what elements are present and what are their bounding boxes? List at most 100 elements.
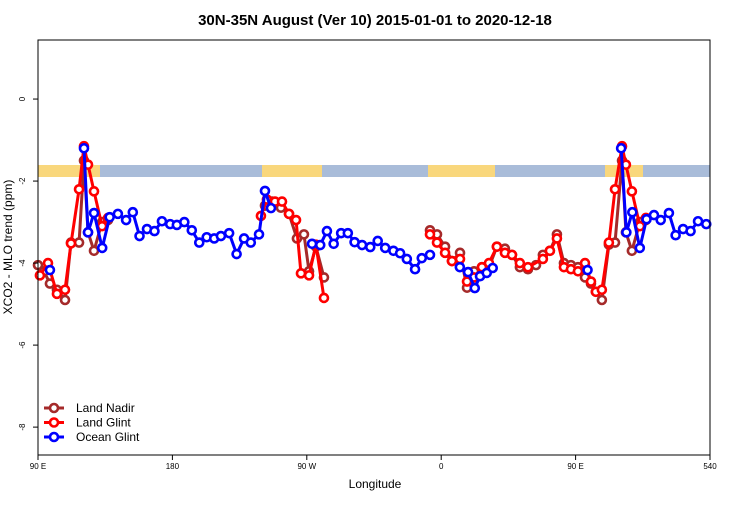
data-point — [627, 206, 638, 218]
data-point — [259, 185, 271, 197]
data-point — [73, 183, 85, 195]
land-ocean-band — [38, 165, 710, 177]
data-point — [372, 235, 384, 247]
land-band — [262, 165, 322, 177]
data-point — [615, 142, 627, 154]
y-axis-label: XCO2 - MLO trend (ppm) — [1, 180, 15, 315]
x-tick-label: 90 E — [567, 462, 583, 471]
data-point — [265, 202, 277, 214]
x-tick-label: 90 E — [30, 462, 46, 471]
data-point — [454, 261, 466, 273]
data-point — [88, 207, 100, 219]
data-point — [231, 248, 242, 260]
chart-title: 30N-35N August (Ver 10) 2015-01-01 to 20… — [198, 12, 552, 29]
data-point — [670, 229, 681, 241]
data-point — [223, 227, 235, 239]
data-point — [603, 237, 615, 248]
data-point — [88, 245, 100, 257]
data-point — [394, 247, 406, 259]
data-point — [621, 227, 632, 238]
data-point — [149, 225, 160, 237]
data-point — [51, 288, 63, 300]
ocean-band — [38, 165, 710, 177]
legend-marker — [48, 417, 60, 428]
plot-area — [32, 140, 712, 306]
legend-marker — [48, 431, 60, 443]
data-point — [626, 186, 638, 197]
data-point — [298, 229, 310, 240]
data-point — [439, 247, 451, 259]
data-point — [134, 230, 145, 242]
data-point — [276, 196, 288, 207]
data-point — [321, 225, 333, 237]
data-point — [454, 253, 466, 265]
land-band — [428, 165, 495, 177]
data-point — [82, 227, 94, 238]
data-point — [65, 238, 77, 249]
data-point — [342, 227, 354, 239]
y-tick-label: 0 — [18, 96, 27, 101]
data-point — [537, 253, 549, 265]
data-point — [544, 245, 556, 257]
data-point — [424, 229, 436, 240]
data-point — [127, 206, 139, 218]
data-point — [156, 215, 168, 227]
y-tick-label: -8 — [18, 423, 27, 431]
data-point — [88, 186, 100, 197]
x-tick-label: 0 — [439, 462, 444, 471]
data-point — [572, 265, 584, 277]
data-point — [648, 209, 660, 221]
y-tick-label: -2 — [18, 177, 27, 185]
data-point — [469, 282, 481, 294]
data-point — [551, 233, 563, 244]
data-point — [641, 213, 652, 225]
data-point — [290, 214, 302, 226]
data-point — [314, 239, 326, 251]
data-point — [179, 216, 190, 228]
data-point — [59, 294, 71, 306]
data-point — [462, 266, 474, 278]
y-tick-label: -6 — [18, 341, 27, 349]
data-point — [34, 270, 46, 281]
data-point — [96, 242, 108, 254]
legend-marker — [48, 402, 60, 414]
data-point — [356, 239, 368, 251]
data-point — [655, 214, 667, 226]
data-point — [364, 241, 376, 253]
data-point — [700, 218, 712, 230]
legend-label: Ocean Glint — [76, 430, 140, 444]
data-point — [634, 242, 646, 254]
data-point — [522, 261, 534, 273]
data-point — [409, 263, 421, 275]
data-point — [401, 253, 413, 265]
data-point — [692, 215, 704, 227]
data-point — [303, 270, 315, 281]
legend-label: Land Nadir — [76, 401, 135, 415]
plot-frame — [37, 39, 711, 456]
data-point — [431, 237, 443, 248]
data-point — [59, 284, 71, 296]
x-tick-label: 540 — [703, 462, 717, 471]
data-point — [416, 252, 428, 264]
data-point — [112, 208, 124, 220]
x-tick-label: 180 — [166, 462, 180, 471]
data-point — [193, 237, 205, 248]
data-point — [120, 214, 132, 226]
data-point — [328, 238, 339, 250]
data-point — [609, 183, 621, 195]
data-point — [582, 264, 593, 276]
data-point — [73, 237, 85, 248]
data-point — [685, 225, 696, 237]
data-point — [78, 142, 90, 154]
data-point — [295, 268, 307, 279]
data-point — [487, 262, 499, 274]
legend-label: Land Glint — [76, 416, 131, 430]
data-point — [318, 292, 330, 304]
data-point — [491, 241, 503, 252]
data-point — [104, 211, 115, 223]
data-point — [215, 230, 227, 242]
x-axis-label: Longitude — [349, 477, 402, 491]
x-tick-label: 90 W — [297, 462, 316, 471]
